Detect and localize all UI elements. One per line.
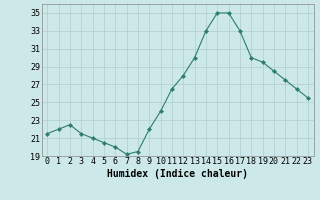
X-axis label: Humidex (Indice chaleur): Humidex (Indice chaleur) <box>107 169 248 179</box>
